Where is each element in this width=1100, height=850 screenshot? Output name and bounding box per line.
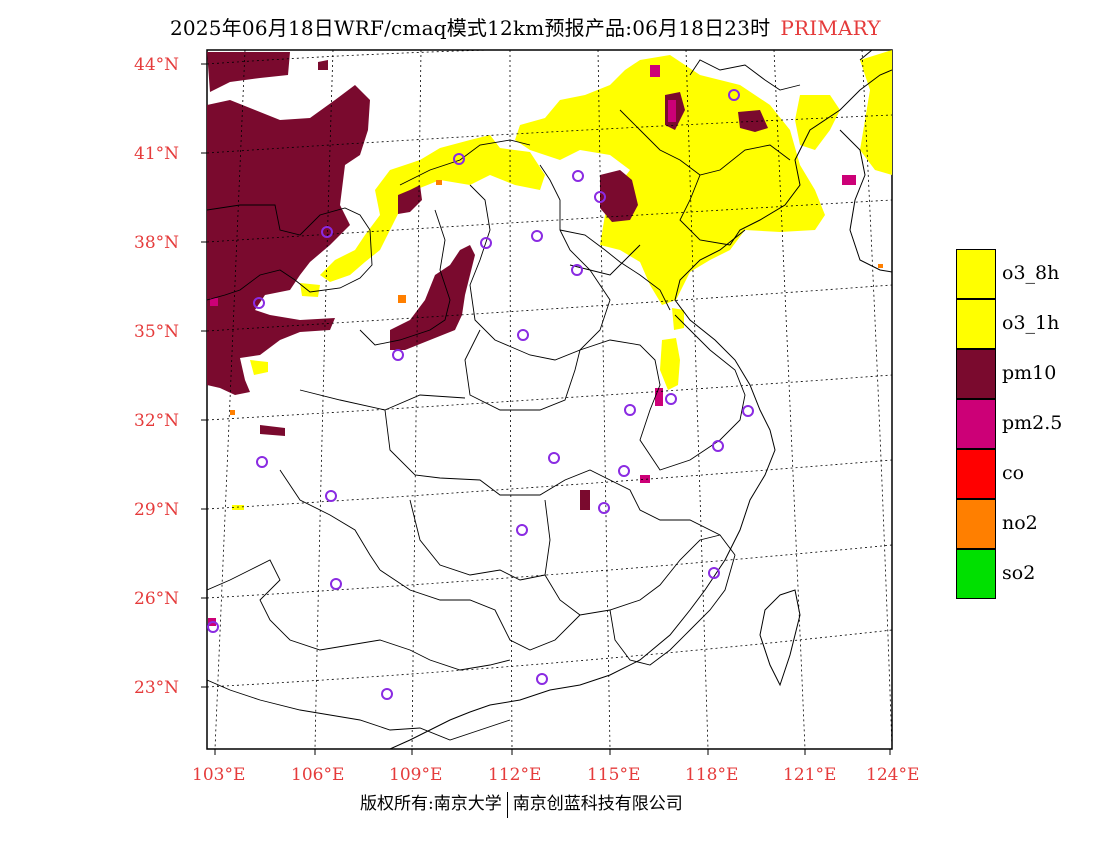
lat-label-23: 23°N [134, 678, 180, 698]
no2-region [230, 180, 883, 415]
legend-item-o3-8h: o3_8h [956, 249, 1096, 299]
legend-item-pm25: pm2.5 [956, 399, 1096, 449]
lon-label-112: 112°E [488, 765, 542, 785]
copyright-right: 南京创蓝科技有限公司 [512, 794, 683, 814]
legend-label: o3_1h [1002, 312, 1060, 334]
legend-swatch [956, 299, 996, 349]
footer-divider [506, 791, 508, 818]
legend-swatch [956, 249, 996, 299]
lon-label-115: 115°E [587, 765, 641, 785]
pollutant-legend: o3_8h o3_1h pm10 pm2.5 co no2 so2 [956, 249, 1096, 599]
lat-label-26: 26°N [134, 589, 180, 609]
legend-label: co [1002, 462, 1025, 484]
lat-label-32: 32°N [134, 411, 180, 431]
lon-label-118: 118°E [685, 765, 739, 785]
lon-label-121: 121°E [783, 765, 837, 785]
legend-item-o3-1h: o3_1h [956, 299, 1096, 349]
lat-label-35: 35°N [134, 322, 180, 342]
axis-ticks [201, 63, 891, 755]
title-text: 2025年06月18日WRF/cmaq模式12km预报产品:06月18日23时 [170, 16, 771, 40]
legend-item-so2: so2 [956, 549, 1096, 599]
legend-swatch [956, 449, 996, 499]
lon-label-109: 109°E [389, 765, 443, 785]
province-borders [207, 59, 801, 741]
legend-swatch [956, 399, 996, 449]
legend-swatch [956, 349, 996, 399]
lat-label-38: 38°N [134, 233, 180, 253]
lat-label-29: 29°N [134, 500, 180, 520]
lat-label-44: 44°N [134, 55, 180, 75]
copyright-left: 版权所有:南京大学 [360, 794, 502, 814]
legend-label: pm2.5 [1002, 412, 1063, 434]
station-markers [207, 89, 754, 700]
copyright-footer: 版权所有:南京大学 南京创蓝科技有限公司 [360, 789, 683, 818]
legend-swatch [956, 549, 996, 599]
longitude-gridlines [214, 50, 892, 749]
legend-label: no2 [1002, 512, 1038, 534]
legend-label: pm10 [1002, 362, 1057, 384]
legend-item-no2: no2 [956, 499, 1096, 549]
lon-label-124: 124°E [866, 765, 920, 785]
legend-label: so2 [1002, 562, 1036, 584]
lon-label-103: 103°E [192, 765, 246, 785]
coastline [389, 50, 892, 749]
map-title: 2025年06月18日WRF/cmaq模式12km预报产品:06月18日23时 P… [170, 12, 881, 41]
legend-item-pm10: pm10 [956, 349, 1096, 399]
primary-flag: PRIMARY [780, 16, 881, 40]
legend-label: o3_8h [1002, 262, 1060, 284]
pm10-region [207, 52, 768, 510]
legend-swatch [956, 499, 996, 549]
lat-label-41: 41°N [134, 144, 180, 164]
lon-label-106: 106°E [291, 765, 345, 785]
legend-item-co: co [956, 449, 1096, 499]
